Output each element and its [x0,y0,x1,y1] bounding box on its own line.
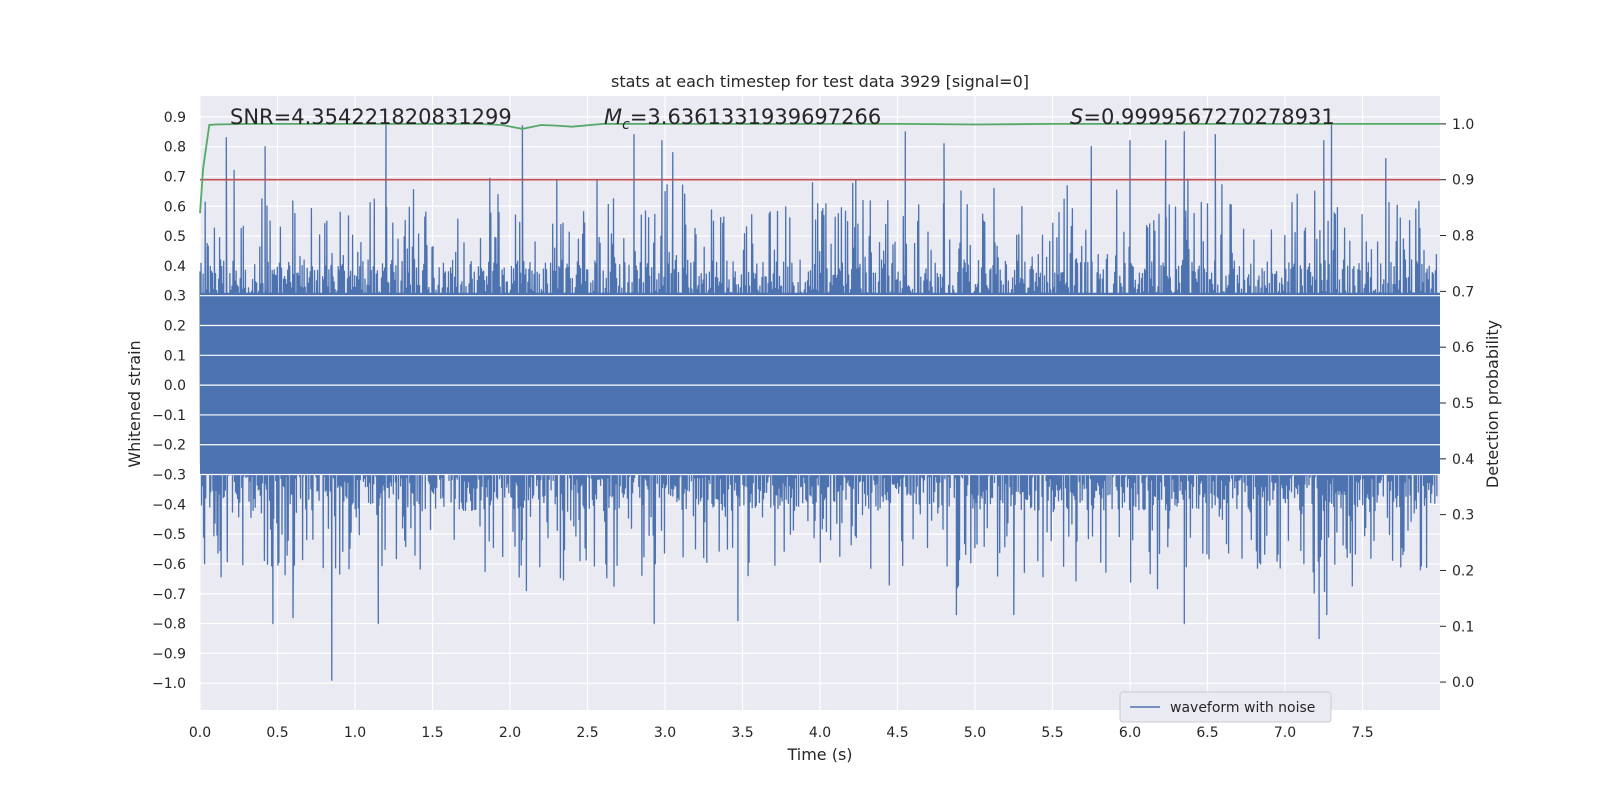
legend-box [1119,691,1332,723]
chirp-mass-value: =3.6361331939697266 [630,105,881,129]
y-right-tick-label-2: 0.8 [1452,229,1474,245]
x-tick-label-8: 4.0 [809,725,831,741]
y-left-tick-label-14: −0.5 [152,527,186,543]
x-tick-label-15: 7.5 [1351,725,1373,741]
y-right-tick-label-4: 0.6 [1452,340,1474,356]
y-left-axis-label: Whitened strain [125,340,144,467]
y-left-tick-label-12: −0.3 [152,468,186,484]
x-tick-label-2: 1.0 [344,725,366,741]
x-tick-label-6: 3.0 [654,725,676,741]
x-axis-ticks: 0.0 0.5 1.0 1.5 2.0 2.5 3.0 3.5 4.0 4.5 5.0 5.5 6.0 6… [189,725,1374,741]
chirp-mass-subscript: c [622,117,630,133]
y-right-tick-label-1: 0.9 [1452,173,1474,189]
y-right-tick-label-3: 0.7 [1452,284,1474,300]
y-left-tick-label-7: 0.2 [164,319,186,335]
y-left-tick-label-1: 0.8 [164,140,186,156]
y-left-tick-label-2: 0.7 [164,169,186,185]
y-left-tick-label-11: −0.2 [152,438,186,454]
probability-line [199,123,1440,214]
x-axis-label: Time (s) [786,745,852,764]
y-left-tick-label-19: −1.0 [152,676,186,692]
s-symbol: S [1070,105,1083,129]
y-right-tick-label-8: 0.2 [1452,563,1474,579]
probability-series [199,123,1440,214]
y-left-tick-label-6: 0.3 [164,289,186,305]
y-right-axis-label: Detection probability [1483,320,1502,488]
y-left-tick-label-5: 0.4 [164,259,186,275]
y-left-tick-label-13: −0.4 [152,497,186,513]
y-left-tick-label-8: 0.1 [164,348,186,364]
x-tick-label-11: 5.5 [1041,725,1063,741]
y-left-tick-label-4: 0.5 [164,229,186,245]
x-tick-label-14: 7.0 [1274,725,1296,741]
s-annotation: S=0.9999567270278931 [1070,105,1335,129]
y-right-tick-label-10: 0.0 [1452,675,1474,691]
y-right-axis-ticks: 1.0 0.9 0.8 0.7 0.6 0.5 0.4 0.3 0.2 0.1 0.0 [1440,117,1474,691]
y-left-tick-label-16: −0.7 [152,587,186,603]
y-right-tick-label-7: 0.3 [1452,508,1474,524]
x-tick-label-1: 0.5 [266,725,288,741]
chirp-mass-symbol: M [604,105,622,129]
snr-annotation: SNR=4.354221820831299 [230,105,512,129]
y-right-tick-label-0: 1.0 [1452,117,1474,133]
waveform-series [199,122,1440,681]
x-tick-label-7: 3.5 [731,725,753,741]
s-value: =0.9999567270278931 [1083,105,1334,129]
y-left-tick-label-15: −0.6 [152,557,186,573]
y-left-axis-ticks: 0.9 0.8 0.7 0.6 0.5 0.4 0.3 0.2 0.1 0.0 −0.1 −0.2 −0… [152,110,186,692]
x-tick-label-4: 2.0 [499,725,521,741]
chirp-mass-annotation: Mc=3.6361331939697266 [604,105,881,133]
legend-label: waveform with noise [1170,700,1315,716]
chart-title: stats at each timestep for test data 392… [611,72,1029,91]
x-tick-label-5: 2.5 [576,725,598,741]
x-tick-label-3: 1.5 [421,725,443,741]
x-tick-label-13: 6.5 [1196,725,1218,741]
waveform-core [200,292,1440,475]
y-right-tick-label-9: 0.1 [1452,619,1474,635]
y-right-tick-label-5: 0.5 [1452,396,1474,412]
y-left-tick-label-3: 0.6 [164,199,186,215]
y-left-tick-label-17: −0.8 [152,617,186,633]
x-tick-label-10: 5.0 [964,725,986,741]
y-left-tick-label-0: 0.9 [164,110,186,126]
legend: waveform with noise [1119,691,1332,723]
x-tick-label-0: 0.0 [189,725,211,741]
y-left-tick-label-18: −0.9 [152,646,186,662]
y-left-tick-label-10: −0.1 [152,408,186,424]
x-tick-label-9: 4.5 [886,725,908,741]
x-tick-label-12: 6.0 [1119,725,1141,741]
y-left-tick-label-9: 0.0 [164,378,186,394]
y-right-tick-label-6: 0.4 [1452,452,1474,468]
